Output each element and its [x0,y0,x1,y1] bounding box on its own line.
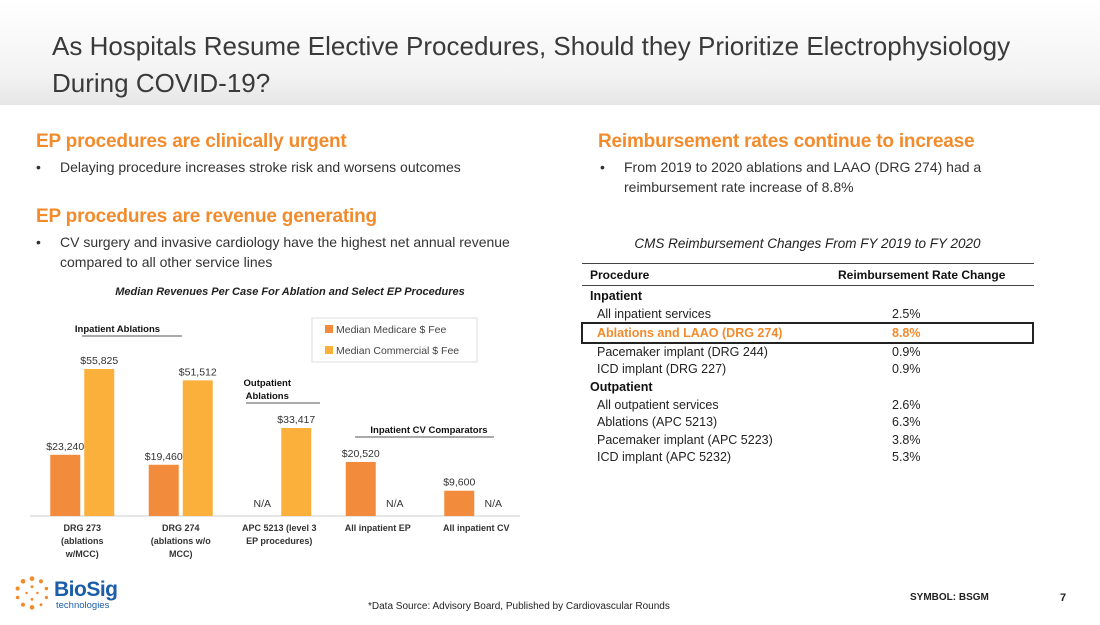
legend-box [311,317,478,363]
data-label: $19,460 [145,451,183,463]
col-header-procedure: Procedure [590,268,650,282]
row-procedure: Pacemaker implant (DRG 244) [597,344,768,359]
x-tick-label: DRG 274 [162,523,200,533]
row-procedure: All outpatient services [597,397,719,412]
data-label: N/A [253,498,271,510]
legend-swatch [325,346,333,354]
bullet-dot: • [36,159,41,175]
bar-commercial [84,368,115,516]
row-rate-change: 8.8% [892,326,921,341]
row-rate-change: 2.5% [892,306,921,321]
bullet-cv-revenue: • CV surgery and invasive cardiology hav… [36,232,526,272]
table-row: Ablations (APC 5213) 6.3% [582,414,1034,432]
footnote: *Data Source: Advisory Board, Published … [368,601,670,612]
data-label: $23,240 [46,441,84,453]
highlight-box [581,322,1034,345]
bullet-dot: • [36,234,41,250]
heading-reimbursement: Reimbursement rates continue to increase [598,131,975,152]
table-row: ICD implant (APC 5232) 5.3% [582,449,1034,467]
group-label-inpatient-cv: Inpatient CV Comparators [370,425,487,436]
legend-label: Median Medicare $ Fee [336,324,446,336]
heading-clinically-urgent: EP procedures are clinically urgent [36,131,347,152]
title-band [0,0,1100,105]
table-row: All inpatient services 2.5% [582,306,1034,324]
x-tick-label: All inpatient CV [443,523,510,533]
revenue-chart: $23,240 $55,825 DRG 273 (ablations w/MCC) $19… [30,317,520,559]
table-title: CMS Reimbursement Changes From FY 2019 t… [634,236,981,251]
slide-title: As Hospitals Resume Elective Procedures,… [52,31,1011,98]
biosig-logo-icon [15,576,49,610]
table-section-outpatient: Outpatient [582,379,1034,397]
row-procedure: All inpatient services [597,306,711,321]
table-row: Ablations and LAAO (DRG 274) 8.8% [582,325,1034,343]
col-header-rate-change: Reimbursement Rate Change [838,268,1006,282]
row-rate-change: 6.3% [892,415,921,430]
section-label: Outpatient [590,380,653,394]
x-tick-label: (ablations [61,536,104,546]
group-label-outpatient-ablations: Outpatient Ablations [244,378,292,402]
x-tick-label: MCC) [169,549,193,559]
x-tick-label: (ablations w/o [151,536,212,546]
bullet-text: Delaying procedure increases stroke risk… [60,159,461,175]
data-label: N/A [386,498,404,510]
data-label: N/A [484,498,502,510]
row-procedure: ICD implant (DRG 227) [597,362,727,377]
table-top-rule [582,263,1034,264]
heading-revenue-generating: EP procedures are revenue generating [36,206,377,227]
table-header-rule [582,285,1034,286]
data-label: $9,600 [443,477,475,489]
group-label-inpatient-ablations: Inpatient Ablations [75,324,160,335]
ticker-symbol: SYMBOL: BSGM [910,592,989,603]
x-tick-label: All inpatient EP [345,523,411,533]
bullet-text: From 2019 to 2020 ablations and LAAO (DR… [624,159,982,195]
x-tick-label: APC 5213 (level 3 [242,523,317,533]
row-rate-change: 2.6% [892,397,921,412]
row-procedure: Pacemaker implant (APC 5223) [597,432,773,447]
bar-medicare [345,461,376,516]
bullet-stroke-risk: • Delaying procedure increases stroke ri… [36,157,536,177]
row-rate-change: 3.8% [892,432,921,447]
data-label: $33,417 [277,414,315,426]
logo-subtitle: technologies [56,600,110,611]
bullet-reimbursement: • From 2019 to 2020 ablations and LAAO (… [600,157,1040,197]
row-procedure: Ablations and LAAO (DRG 274) [597,326,783,341]
table-row: Pacemaker implant (APC 5223) 3.8% [582,432,1034,450]
data-label: $55,825 [80,355,118,367]
x-tick-label: EP procedures) [246,536,312,546]
row-rate-change: 5.3% [892,450,921,465]
chart-title: Median Revenues Per Case For Ablation an… [115,286,465,298]
bar-commercial [182,380,213,516]
data-label: $20,520 [342,448,380,460]
data-label: $51,512 [179,366,217,378]
bar-medicare [50,454,81,516]
x-tick-label: DRG 273 [63,523,101,533]
row-procedure: Ablations (APC 5213) [597,415,718,430]
legend-swatch [325,325,333,333]
x-tick-label: w/MCC) [65,549,99,559]
table-row: Pacemaker implant (DRG 244) 0.9% [582,344,1034,362]
table-row: All outpatient services 2.6% [582,397,1034,415]
row-rate-change: 0.9% [892,362,921,377]
page-number: 7 [1060,592,1067,604]
legend-label: Median Commercial $ Fee [336,345,459,357]
table-row: ICD implant (DRG 227) 0.9% [582,361,1034,379]
logo-wordmark: BioSig [54,578,118,601]
row-rate-change: 0.9% [892,344,921,359]
bar-medicare [148,464,179,516]
bar-commercial [281,428,312,516]
row-procedure: ICD implant (APC 5232) [597,450,732,465]
table-section-inpatient: Inpatient [582,288,1034,306]
section-label: Inpatient [590,289,643,303]
bar-medicare [444,490,475,516]
bullet-text: CV surgery and invasive cardiology have … [60,234,510,270]
bullet-dot: • [600,159,605,175]
